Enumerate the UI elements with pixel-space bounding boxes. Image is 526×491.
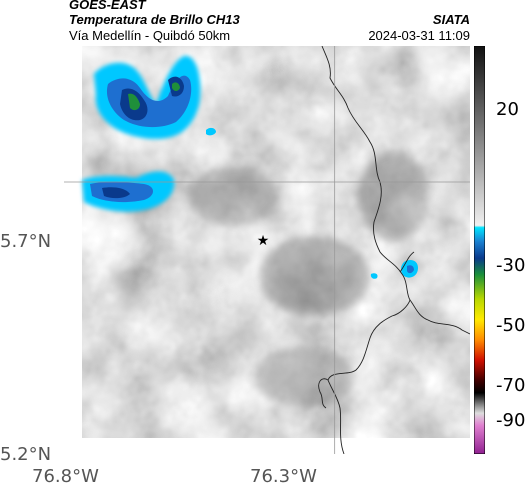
- colorbar: [474, 46, 485, 454]
- cold-cloud-west: [82, 171, 175, 212]
- colorbar-tick-minus30: -30: [496, 255, 526, 276]
- colorbar-tick-minus90: -90: [496, 410, 526, 431]
- cloud-gray-patches: [189, 151, 429, 406]
- location-marker: ★: [257, 233, 270, 249]
- colorbar-tick-20: 20: [496, 99, 519, 120]
- lon-tick-76.8: 76.8°W: [32, 466, 99, 487]
- colorbar-tick-minus70: -70: [496, 375, 526, 396]
- product-title: Temperatura de Brillo CH13: [69, 12, 240, 27]
- datetime-label: 2024-03-31 11:09: [368, 28, 470, 43]
- department-boundaries: [318, 46, 470, 454]
- route-label: Vía Medellín - Quibdó 50km: [69, 28, 231, 43]
- lon-tick-76.3: 76.3°W: [250, 466, 317, 487]
- cold-cloud-small-1: [206, 127, 216, 136]
- satellite-name: GOES-EAST: [69, 0, 146, 12]
- lat-tick-5.7: 5.7°N: [0, 231, 52, 252]
- cold-cloud-north: [94, 55, 201, 139]
- cold-cloud-small-3: [370, 273, 378, 279]
- lat-tick-5.2: 5.2°N: [0, 444, 52, 465]
- colorbar-tick-minus50: -50: [496, 315, 526, 336]
- source-label: SIATA: [432, 12, 470, 27]
- map-panel: ★: [64, 46, 470, 454]
